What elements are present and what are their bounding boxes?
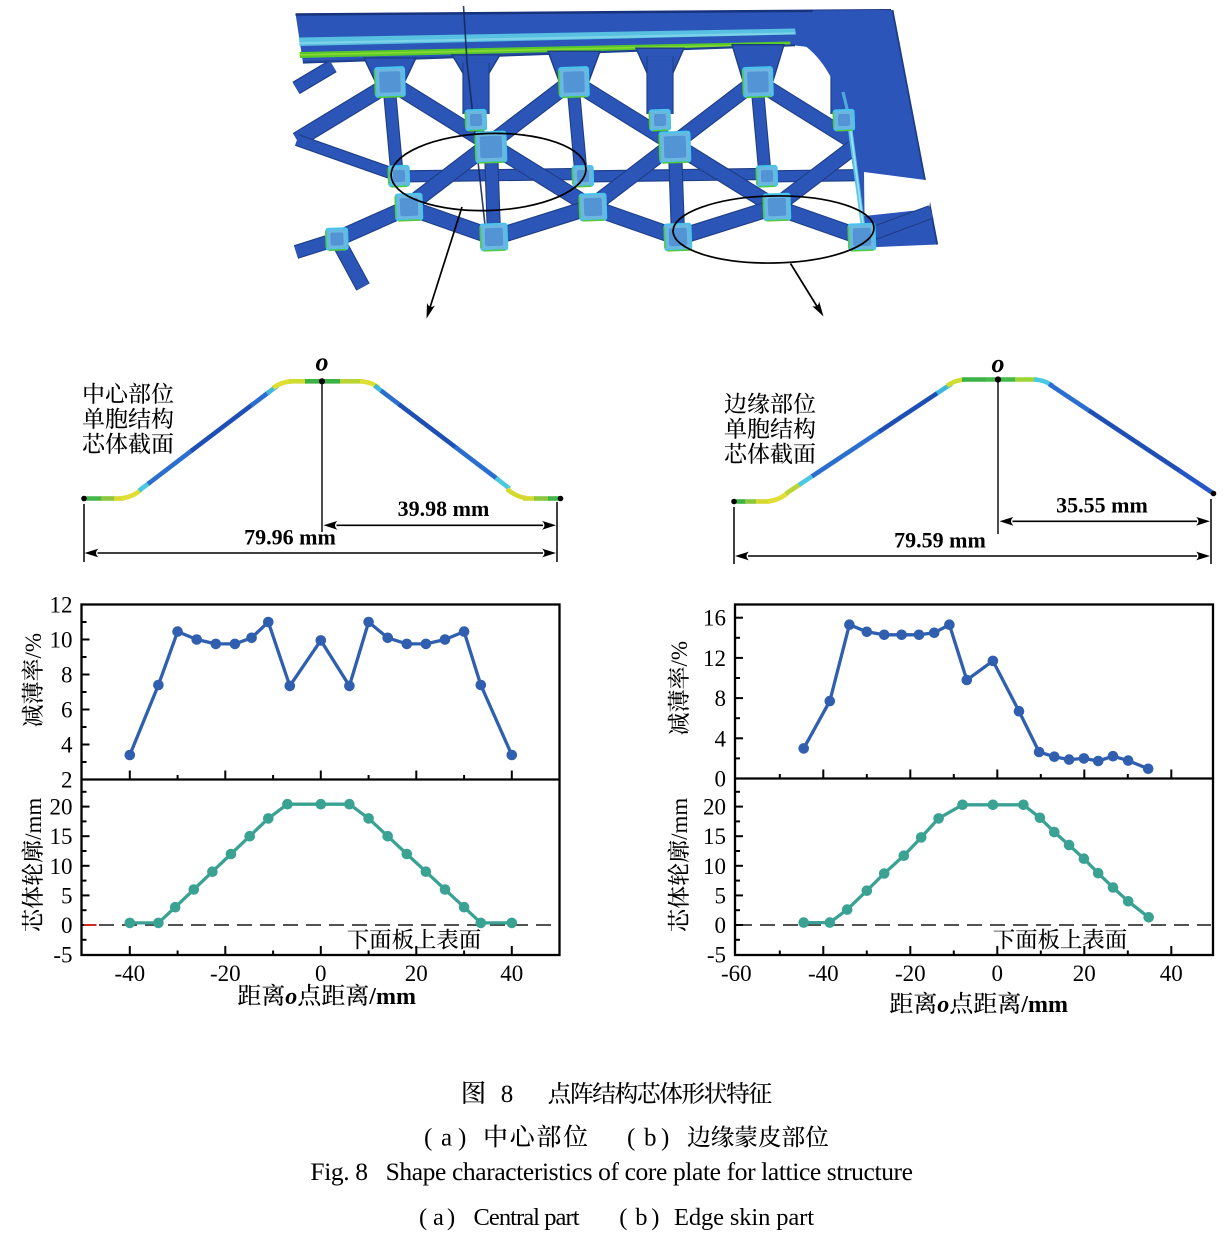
svg-text:-5: -5	[707, 943, 726, 968]
svg-text:5: 5	[61, 883, 73, 908]
svg-text:): )	[458, 1125, 466, 1152]
svg-text:): )	[447, 1204, 455, 1231]
svg-text:/%: /%	[667, 641, 692, 667]
svg-text:0: 0	[315, 961, 327, 986]
svg-text:8: 8	[61, 663, 73, 688]
svg-text:8: 8	[501, 1081, 514, 1108]
svg-text:39.98 mm: 39.98 mm	[398, 496, 490, 521]
svg-text:(: (	[627, 1125, 635, 1152]
svg-text:o: o	[937, 992, 949, 1018]
svg-text:/%: /%	[21, 633, 46, 659]
svg-text:10: 10	[703, 854, 726, 879]
svg-text:o: o	[992, 349, 1005, 378]
svg-text:20: 20	[1073, 961, 1096, 986]
svg-text:79.96 mm: 79.96 mm	[244, 525, 336, 550]
svg-text:/mm: /mm	[21, 798, 46, 840]
svg-text:-40: -40	[808, 961, 839, 986]
svg-text:10: 10	[50, 628, 73, 653]
svg-text:Fig. 8 Shape characteristics: Fig. 8 Shape characteristics of core pla…	[310, 1157, 913, 1186]
svg-text:o: o	[285, 984, 297, 1010]
svg-text:o: o	[316, 348, 329, 377]
svg-text:-40: -40	[114, 961, 145, 986]
svg-text:-5: -5	[53, 943, 72, 968]
svg-text:15: 15	[703, 824, 726, 849]
svg-text:20: 20	[50, 795, 73, 820]
svg-text:/mm: /mm	[368, 984, 416, 1010]
svg-text:-20: -20	[210, 961, 241, 986]
svg-text:): )	[651, 1204, 659, 1231]
svg-text:6: 6	[61, 698, 73, 723]
svg-text:0: 0	[61, 913, 73, 938]
svg-text:(: (	[419, 1204, 427, 1231]
svg-text:(: (	[424, 1125, 432, 1152]
svg-text:b: b	[635, 1204, 647, 1231]
svg-text:a: a	[441, 1125, 452, 1152]
svg-text:0: 0	[715, 767, 727, 792]
svg-text:Central part: Central part	[474, 1204, 580, 1231]
svg-text:4: 4	[61, 733, 73, 758]
svg-text:40: 40	[1160, 961, 1183, 986]
svg-text:35.55 mm: 35.55 mm	[1056, 493, 1148, 518]
svg-text:12: 12	[50, 593, 73, 618]
svg-text:Edge skin part: Edge skin part	[674, 1204, 814, 1231]
svg-text:-20: -20	[895, 961, 926, 986]
svg-text:b: b	[644, 1125, 657, 1152]
svg-text:-60: -60	[721, 961, 752, 986]
svg-text:(: (	[619, 1204, 627, 1231]
svg-text:20: 20	[703, 795, 726, 820]
svg-text:a: a	[433, 1204, 444, 1231]
svg-text:15: 15	[50, 824, 73, 849]
svg-text:20: 20	[405, 961, 428, 986]
svg-text:0: 0	[715, 913, 727, 938]
svg-text:10: 10	[50, 854, 73, 879]
svg-text:16: 16	[703, 606, 726, 631]
svg-text:79.59 mm: 79.59 mm	[894, 528, 986, 553]
svg-text:/mm: /mm	[1020, 992, 1068, 1018]
svg-text:12: 12	[703, 646, 726, 671]
svg-text:2: 2	[61, 768, 73, 793]
svg-text:/mm: /mm	[667, 798, 692, 840]
svg-text:40: 40	[500, 961, 523, 986]
svg-text:0: 0	[992, 961, 1004, 986]
svg-text:8: 8	[715, 686, 727, 711]
svg-text:5: 5	[715, 883, 727, 908]
svg-text:): )	[661, 1125, 669, 1152]
svg-text:4: 4	[715, 726, 727, 751]
